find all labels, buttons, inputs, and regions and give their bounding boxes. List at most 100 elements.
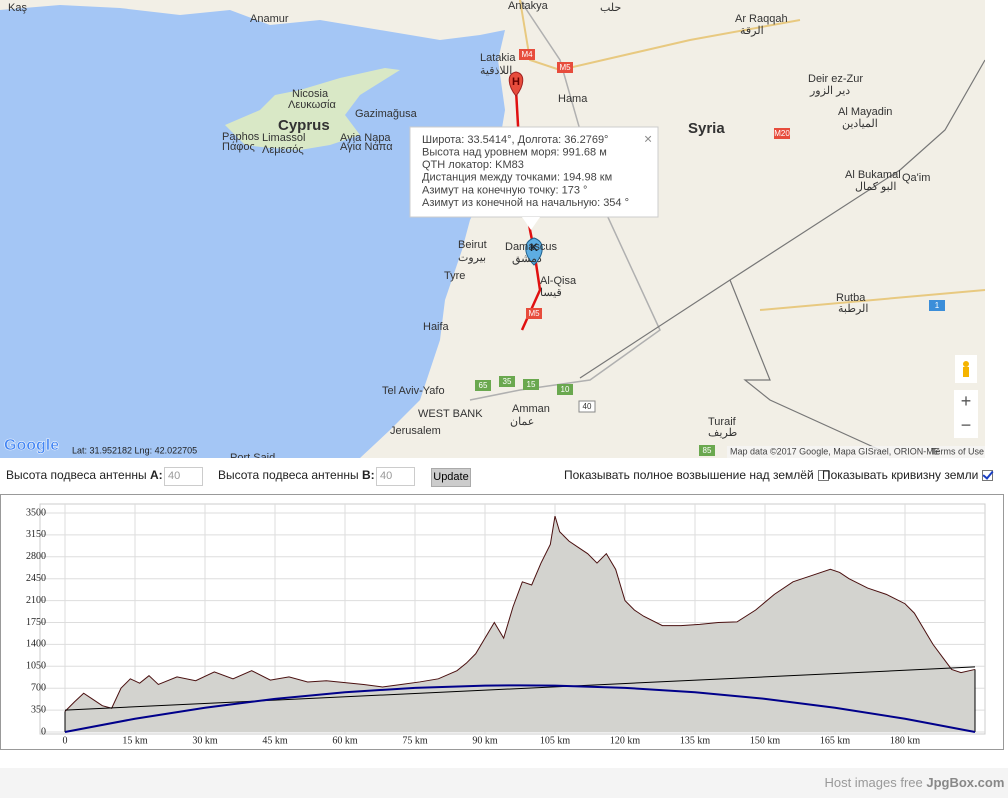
- map-label: WEST BANK: [418, 408, 483, 420]
- map-label: Hama: [558, 93, 588, 105]
- road-shield: [475, 380, 491, 391]
- profile-line: [64, 684, 976, 733]
- marker-h[interactable]: [508, 71, 524, 97]
- y-tick-label: 1400: [26, 639, 46, 650]
- profile-line: [64, 666, 976, 711]
- checkbox[interactable]: [982, 470, 994, 482]
- y-tick-label: 2100: [26, 595, 46, 606]
- road-shield: [557, 384, 573, 395]
- x-tick-label: 60 km: [332, 735, 358, 746]
- map-label: Port Said: [230, 452, 275, 458]
- map-label: Ayia Napa: [340, 132, 391, 144]
- road-shield: [523, 379, 539, 390]
- label: Высота подвеса антенны: [6, 468, 147, 482]
- popup-line: Азимут на конечную точку: 173 °: [422, 184, 587, 196]
- antenna-b-label: Высота подвеса антенны B:: [218, 468, 375, 482]
- map-label: Turaif: [708, 416, 737, 428]
- marker-k[interactable]: [525, 237, 543, 266]
- road-label: 10: [561, 385, 570, 394]
- map-label: Λεμεσός: [262, 144, 304, 156]
- map-label: الميادين: [842, 118, 878, 130]
- map-label: Λευκωσία: [288, 99, 336, 111]
- label-letter: A:: [149, 468, 163, 482]
- popup-line: QTH локатор: KM83: [422, 159, 524, 171]
- margin: [985, 0, 1008, 458]
- zoom-in[interactable]: +: [961, 391, 972, 411]
- popup-line: Высота над уровнем моря: 991.68 м: [422, 147, 607, 159]
- map-label: Cyprus: [278, 117, 330, 134]
- antenna-a-input[interactable]: 40: [164, 467, 203, 486]
- road-label: 40: [583, 402, 592, 411]
- map-label: Al Bukamal: [845, 169, 901, 181]
- border: [469, 0, 661, 401]
- road-label: M5: [559, 63, 571, 72]
- pegman-icon: [963, 361, 969, 367]
- label-letter: B:: [361, 468, 375, 482]
- road-shield: [578, 400, 596, 413]
- checkbox-label: Показывать полное возвышение над землёй: [564, 468, 814, 482]
- update-button[interactable]: Update: [431, 468, 471, 487]
- popup-close[interactable]: ×: [644, 131, 652, 147]
- map-label: البو كمال: [855, 181, 896, 193]
- map-label: Nicosia: [292, 88, 329, 100]
- y-tick-label: 3150: [26, 529, 46, 540]
- road-label: M4: [521, 50, 533, 59]
- coords: Lat: 31.952182 Lng: 42.022705: [72, 445, 197, 455]
- map-label: Kaş: [8, 2, 27, 14]
- zoom-out[interactable]: −: [961, 415, 972, 435]
- road-label: M20: [774, 129, 790, 138]
- map-label: Tyre: [444, 270, 465, 282]
- road-label: M5: [528, 309, 540, 318]
- map-label: Damascus: [505, 241, 557, 253]
- checkbox[interactable]: [817, 470, 829, 482]
- map-label: Al Mayadin: [838, 106, 892, 118]
- full-elevation: Показывать полное возвышение над землёй: [564, 468, 829, 482]
- footer-brand[interactable]: JpgBox.com: [926, 775, 1005, 790]
- x-tick-label: 150 km: [750, 735, 781, 746]
- map-label: Limassol: [262, 132, 305, 144]
- footer-text: Host images free: [824, 775, 923, 790]
- checkbox-label: Показывать кривизну земли: [822, 468, 979, 482]
- pegman-icon: [963, 367, 969, 377]
- road-label: 35: [503, 377, 512, 386]
- google-logo: Google: [4, 437, 59, 454]
- road-shield: [526, 308, 542, 319]
- map-label: Amman: [512, 403, 550, 415]
- map-label: Antakya: [508, 0, 549, 12]
- map-label: Haifa: [423, 321, 450, 333]
- map-label: دير الزور: [809, 85, 850, 97]
- map-label: Beirut: [458, 239, 487, 251]
- map-label: Rutba: [836, 292, 866, 304]
- map-label: Syria: [688, 120, 725, 137]
- map-label: Al-Qisa: [540, 275, 577, 287]
- y-tick-label: 350: [31, 704, 46, 715]
- map-label: Anamur: [250, 13, 289, 25]
- map-label: Ar Raqqah: [735, 13, 788, 25]
- road-label: 1: [935, 301, 940, 310]
- border: [579, 59, 986, 379]
- map-label: Qa'im: [902, 172, 930, 184]
- antenna-b-input[interactable]: 40: [376, 467, 415, 486]
- popup-line: Азимут из конечной на начальную: 354 °: [422, 197, 629, 209]
- road-shield: [499, 376, 515, 387]
- map-label: قيسا: [540, 287, 562, 299]
- x-tick-label: 165 km: [820, 735, 851, 746]
- x-tick-label: 30 km: [192, 735, 218, 746]
- x-tick-label: 135 km: [680, 735, 711, 746]
- profile-chart: 0 350 700 1050 1400 1750 2100 2450 2800 3150 3500 0…: [0, 494, 1004, 750]
- map-label: طريف: [708, 427, 738, 439]
- terms[interactable]: Terms of Use: [931, 446, 984, 456]
- road-label: 15: [527, 380, 536, 389]
- label: Высота подвеса антенны: [218, 468, 359, 482]
- y-tick-label: 2800: [26, 551, 46, 562]
- road-label: 85: [703, 446, 712, 455]
- map-label: Πάφος: [222, 141, 255, 153]
- marker-label: K: [530, 242, 538, 254]
- antenna-a-label: Высота подвеса антенны A:: [6, 468, 163, 482]
- map-label: Paphos: [222, 131, 260, 143]
- curvature: Показывать кривизну земли: [822, 468, 994, 482]
- x-tick-label: 15 km: [122, 735, 148, 746]
- road: [759, 289, 986, 311]
